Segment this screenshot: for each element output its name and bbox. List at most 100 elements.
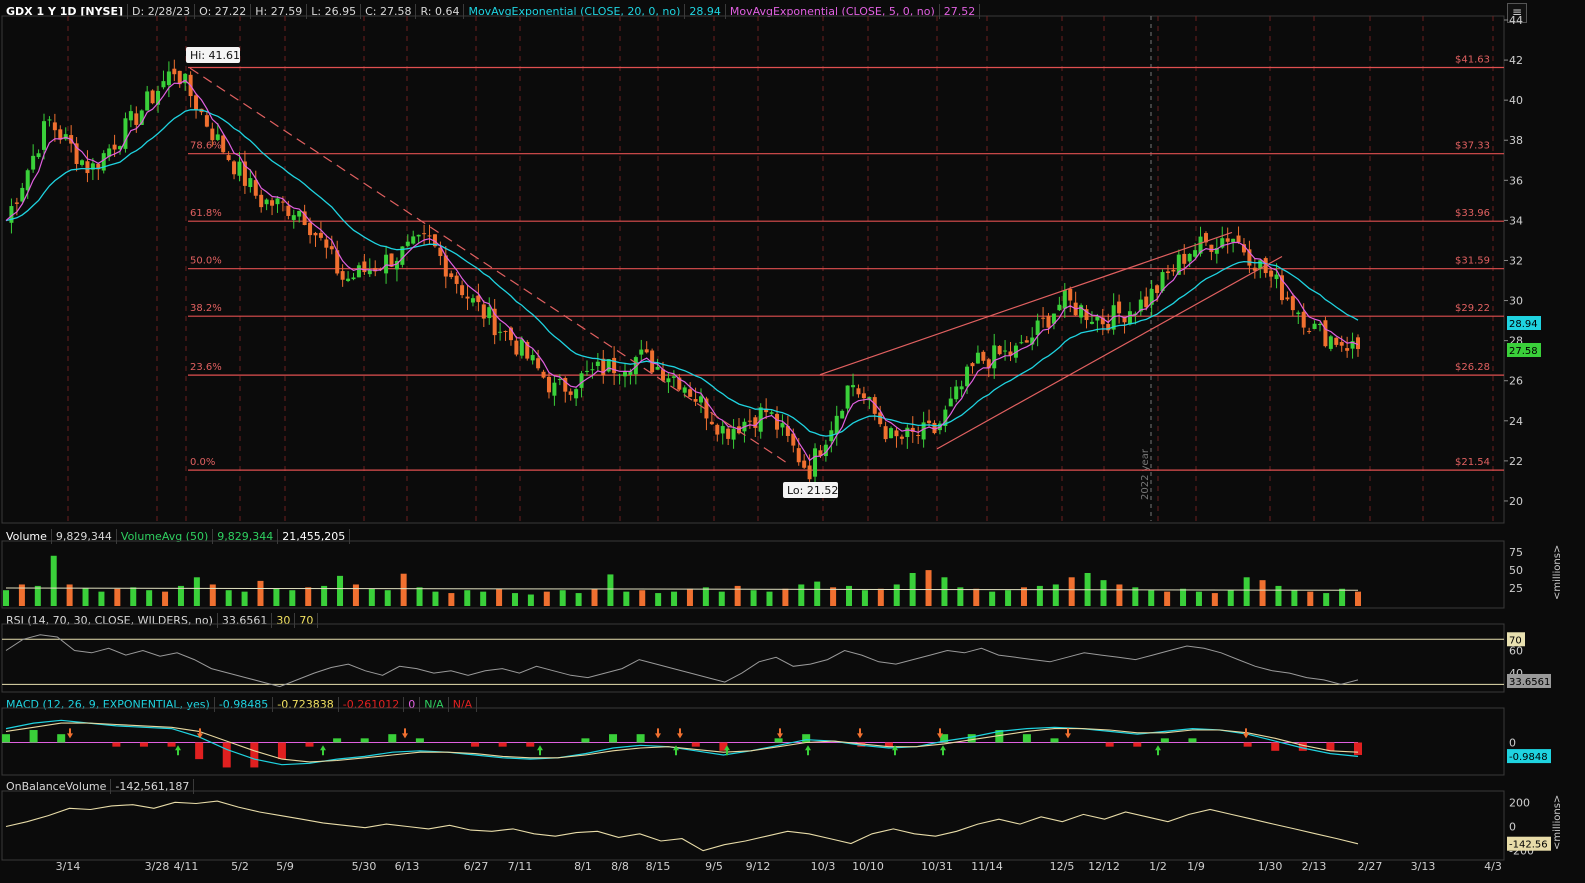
candle-body: [139, 110, 144, 125]
volume-bar: [321, 585, 328, 606]
candle-body: [1312, 323, 1317, 329]
candle-body: [688, 389, 693, 397]
macd-histogram-bar: [1022, 734, 1031, 743]
volume-bar: [98, 591, 105, 606]
volume-bar: [734, 585, 741, 606]
candle-body: [47, 119, 52, 121]
volume-bar: [877, 588, 884, 606]
obv-label[interactable]: OnBalanceVolume: [2, 778, 112, 794]
volume-avg-label[interactable]: VolumeAvg (50): [117, 528, 214, 544]
candle-body: [682, 387, 687, 393]
ema20-label[interactable]: MovAvgExponential (CLOSE, 20, 0, no): [464, 3, 686, 19]
candle-body: [74, 143, 79, 164]
macd-buy-arrow: [724, 745, 730, 756]
volume-bar: [591, 588, 598, 606]
volume-bar: [559, 590, 566, 606]
candle-body: [970, 363, 975, 367]
candle-body: [1269, 270, 1274, 277]
y-tick-label: 44: [1509, 14, 1523, 27]
candle-body: [704, 398, 709, 419]
volume-bar: [750, 590, 757, 606]
candle-body: [346, 278, 351, 281]
low-label: L: 26.95: [307, 3, 362, 19]
candle-body: [481, 304, 486, 319]
candle-body: [1019, 342, 1024, 344]
candle-body: [1247, 249, 1252, 266]
volume-bar: [464, 590, 471, 606]
candle-body: [1035, 320, 1040, 335]
channel-lower-line: [936, 255, 1283, 450]
x-tick-label: 7/11: [508, 860, 533, 873]
candle-body: [981, 351, 986, 361]
macd-histogram-bar: [57, 734, 66, 743]
fib-price-label: $31.59: [1455, 256, 1490, 267]
fib-pct-label: 61.8%: [190, 208, 222, 219]
last-price-badge-text: 27.58: [1509, 346, 1538, 357]
candle-body: [465, 296, 470, 299]
volume-label[interactable]: Volume: [2, 528, 52, 544]
candle-body: [427, 235, 432, 237]
macd-histogram-bar: [195, 742, 204, 760]
candle-body: [1051, 313, 1056, 324]
volume-bar: [1100, 580, 1107, 606]
rsi-value-badge-text: 33.6561: [1509, 677, 1550, 688]
candle-body: [1100, 317, 1105, 325]
macd-na1: N/A: [420, 696, 449, 712]
volume-bar: [416, 587, 423, 606]
x-tick-label: 5/9: [276, 860, 294, 873]
volume-bar: [225, 590, 232, 606]
candle-body: [470, 298, 475, 303]
volume-bar: [1323, 593, 1330, 606]
candle-body: [1225, 238, 1230, 242]
candle-body: [948, 398, 953, 407]
volume-bar: [496, 588, 503, 606]
candle-body: [574, 389, 579, 399]
volume-bar: [1020, 587, 1027, 606]
candle-body: [557, 379, 562, 381]
volume-bar: [352, 584, 359, 606]
obv-unit-label: <millions>: [1552, 795, 1563, 850]
fib-price-label: $21.54: [1455, 457, 1490, 468]
candle-body: [172, 68, 177, 75]
candle-body: [302, 211, 307, 226]
candle-body: [161, 81, 166, 88]
macd-histogram-bar: [581, 738, 590, 743]
candle-body: [878, 412, 883, 425]
macd-label[interactable]: MACD (12, 26, 9, EXPONENTIAL, yes): [2, 696, 215, 712]
candle-body: [63, 134, 68, 140]
volume-bar: [1005, 590, 1012, 606]
symbol-label[interactable]: GDX 1 Y 1D [NYSE]: [2, 3, 129, 19]
volume-bar: [925, 570, 932, 606]
volume-bar: [686, 588, 693, 606]
candle-body: [264, 199, 269, 205]
volume-bar: [432, 591, 439, 606]
x-tick-label: 3/28: [145, 860, 170, 873]
ema5-label[interactable]: MovAvgExponential (CLOSE, 5, 0, no): [726, 3, 940, 19]
candle-body: [889, 428, 894, 439]
candle-body: [1236, 235, 1241, 243]
y-tick-label: 34: [1509, 214, 1523, 227]
candle-body: [986, 359, 991, 369]
macd-histogram-bar: [1298, 742, 1307, 751]
volume-bar: [1195, 591, 1202, 606]
rsi-level1: 30: [272, 612, 296, 628]
macd-histogram-bar: [139, 742, 148, 747]
hamburger-menu-icon[interactable]: ≡: [1507, 3, 1527, 23]
volume-bar: [527, 594, 534, 606]
fib-price-label: $37.33: [1455, 141, 1490, 152]
rsi-label[interactable]: RSI (14, 70, 30, CLOSE, WILDERS, no): [2, 612, 218, 628]
y-tick-label: 24: [1509, 415, 1523, 428]
candle-body: [253, 180, 258, 196]
close-label: C: 27.58: [361, 3, 417, 19]
macd-diff: -0.261012: [339, 696, 405, 712]
candle-body: [270, 200, 275, 206]
macd-sell-arrow: [402, 728, 408, 739]
rsi-line: [5, 634, 1359, 688]
volume-bar: [480, 591, 487, 606]
volume-avg-line: [5, 587, 1359, 591]
candle-body: [992, 345, 997, 369]
macd-buy-arrow: [537, 745, 543, 756]
volume-avg-value2: 21,455,205: [278, 528, 351, 544]
candle-body: [90, 163, 95, 170]
